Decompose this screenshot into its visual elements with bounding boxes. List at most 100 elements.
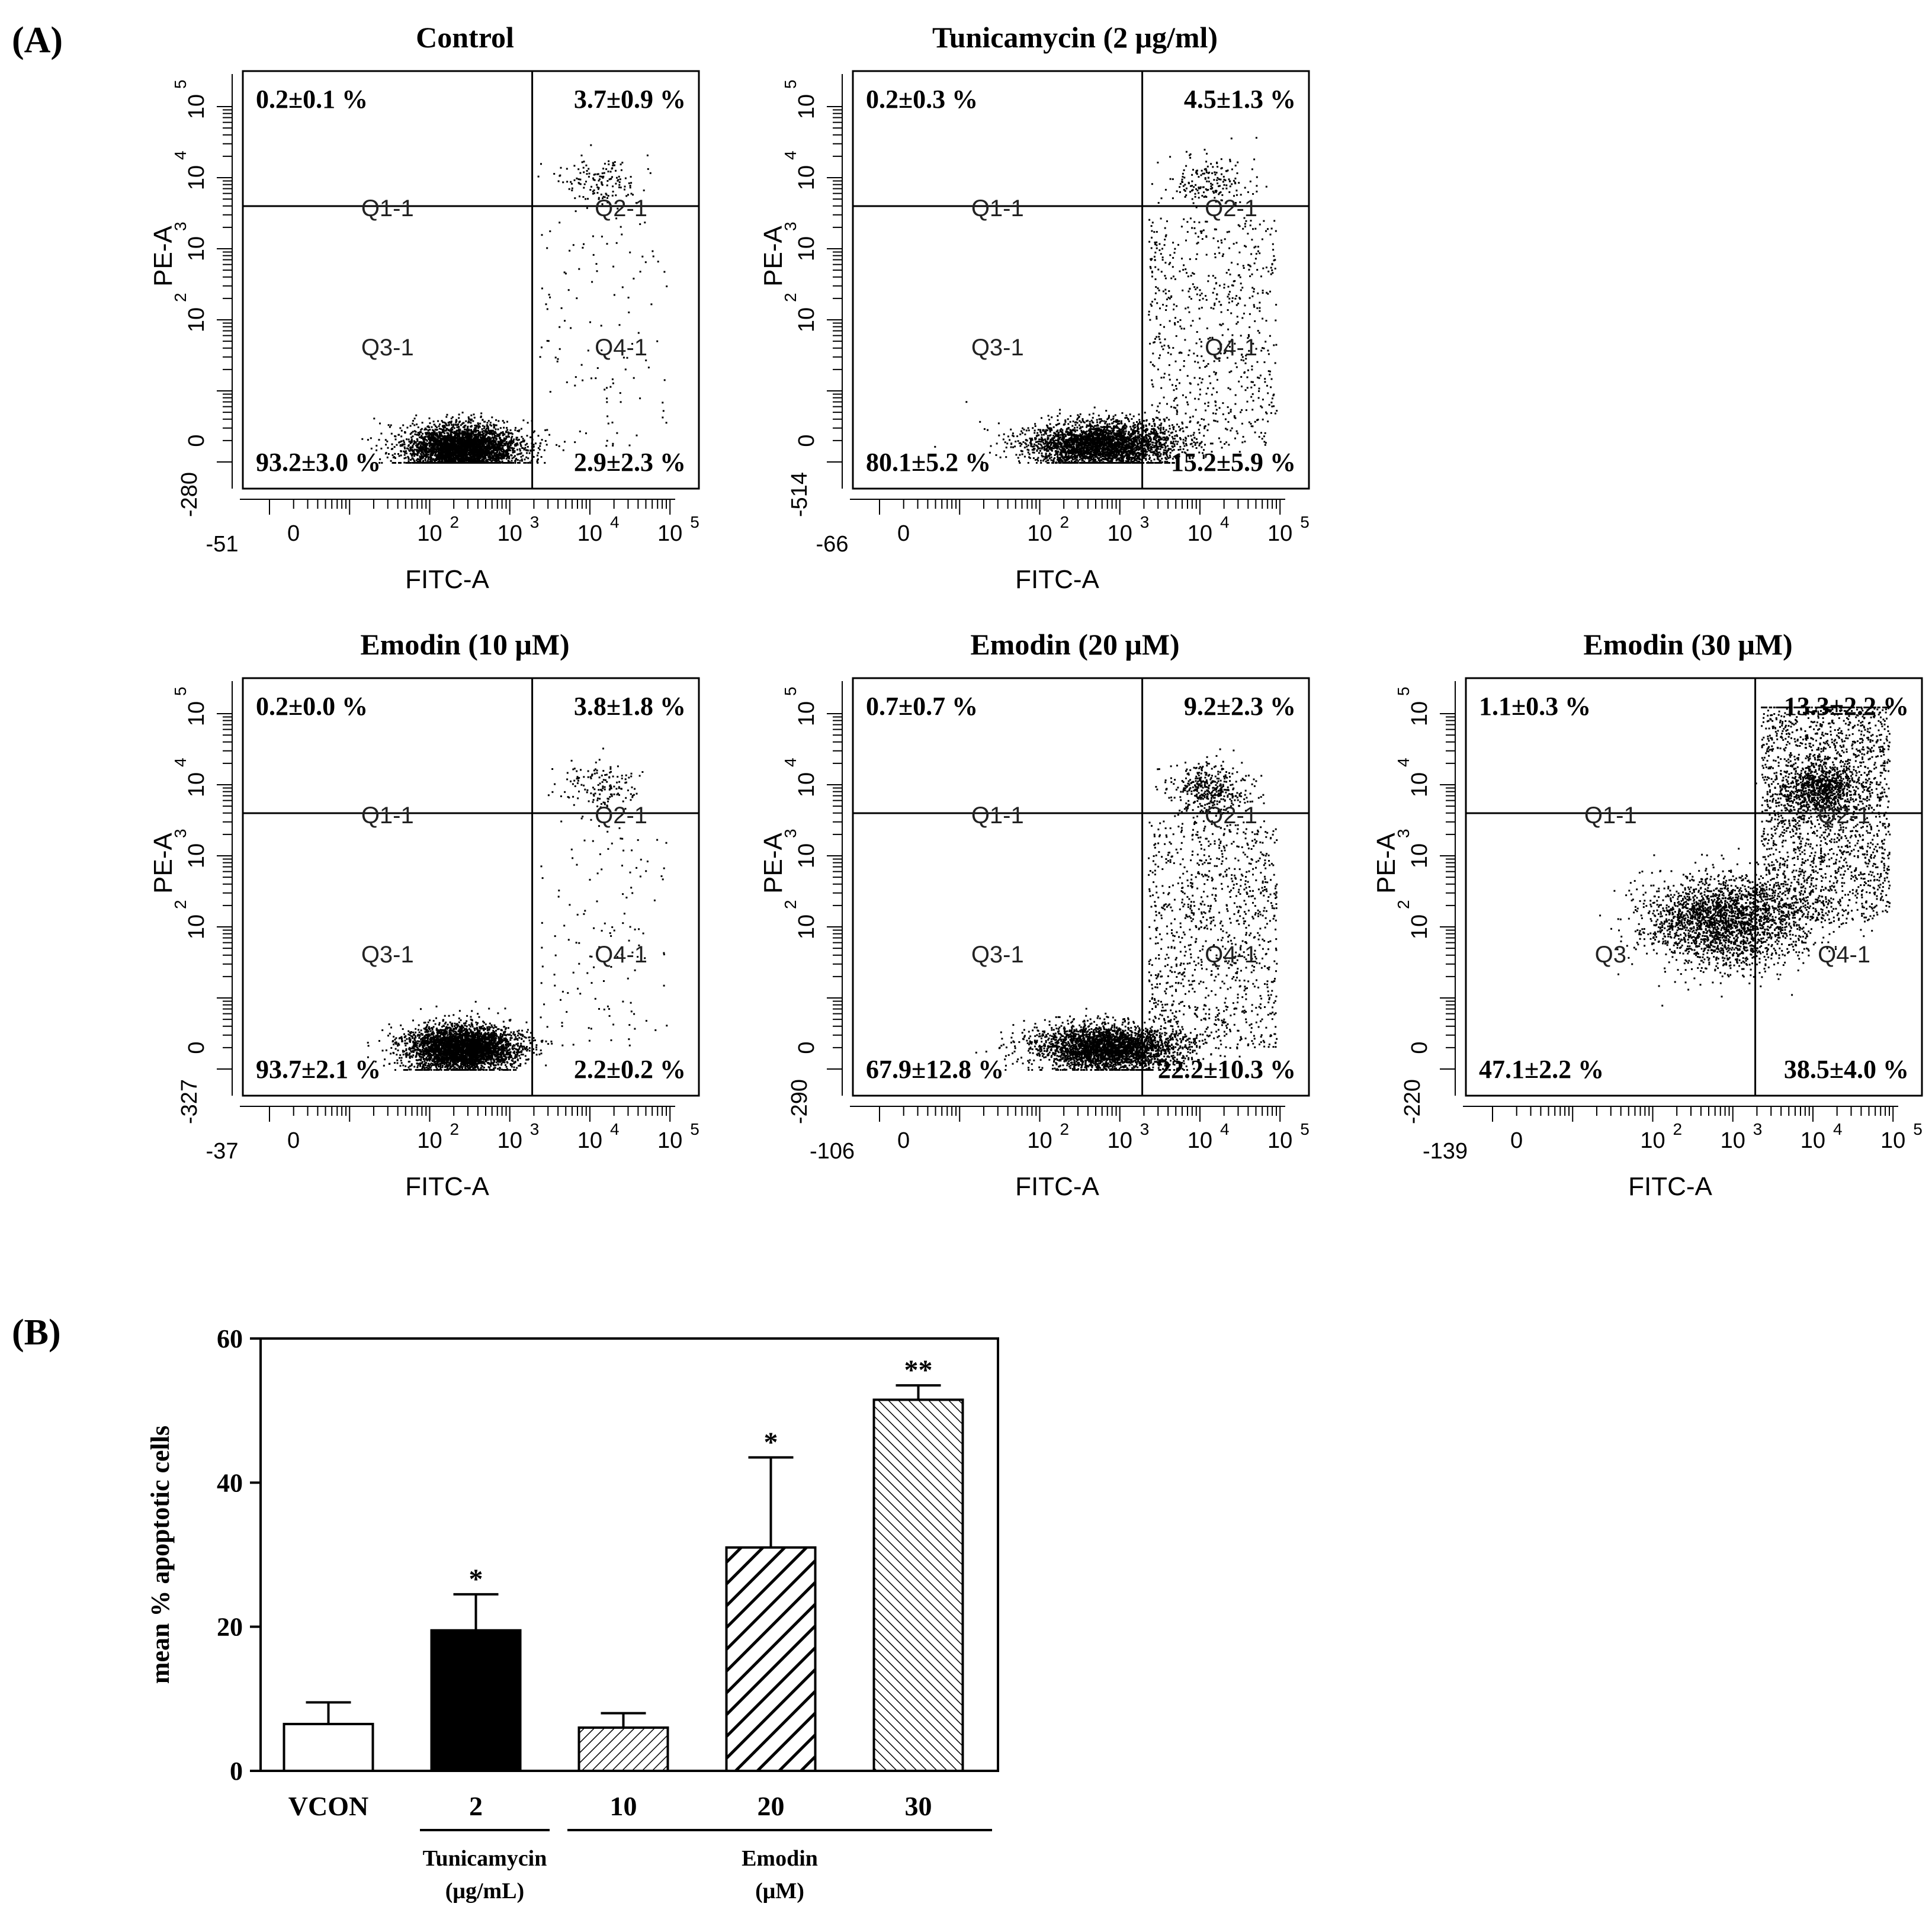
event-dot — [439, 436, 441, 439]
event-dot — [421, 455, 423, 458]
event-dot — [572, 244, 575, 246]
event-dot — [1049, 457, 1051, 460]
event-dot — [489, 458, 492, 460]
event-dot — [1206, 327, 1208, 329]
event-dot — [579, 178, 582, 181]
event-dot — [1169, 425, 1170, 427]
event-dot — [387, 447, 389, 449]
event-dot — [461, 423, 463, 425]
event-dot — [398, 455, 400, 457]
event-dot — [466, 438, 468, 441]
event-dot — [450, 451, 452, 454]
event-dot — [413, 430, 416, 432]
event-dot — [496, 434, 499, 436]
event-dot — [429, 438, 431, 441]
event-dot — [511, 435, 514, 438]
event-dot — [418, 442, 421, 445]
event-dot — [450, 446, 452, 448]
event-dot — [488, 444, 490, 446]
event-dot — [467, 436, 470, 438]
event-dot — [576, 177, 578, 179]
event-dot — [508, 436, 510, 438]
event-dot — [509, 442, 511, 444]
gate-label: Q3-1 — [361, 335, 414, 361]
event-dot — [442, 425, 444, 427]
event-dot — [1016, 435, 1019, 438]
event-dot — [419, 448, 422, 450]
event-dot — [457, 450, 460, 452]
event-dot — [456, 426, 458, 428]
event-dot — [608, 163, 610, 165]
event-dot — [367, 439, 369, 441]
event-dot — [464, 432, 466, 434]
event-dot — [480, 412, 483, 415]
event-dot — [487, 458, 490, 461]
event-dot — [544, 462, 546, 464]
event-dot — [387, 453, 390, 455]
event-dot — [1174, 435, 1176, 437]
event-dot — [521, 460, 523, 462]
event-dot — [501, 457, 503, 460]
event-dot — [483, 450, 485, 452]
event-dot — [362, 455, 365, 458]
event-dot — [1269, 335, 1271, 337]
event-dot — [629, 251, 631, 253]
event-dot — [505, 441, 508, 443]
event-dot — [582, 166, 585, 169]
event-dot — [423, 440, 425, 442]
event-dot — [1079, 458, 1081, 461]
event-dot — [455, 432, 458, 434]
event-dot — [471, 450, 474, 452]
event-dot — [606, 197, 608, 199]
event-dot — [433, 459, 435, 461]
event-dot — [474, 435, 477, 437]
event-dot — [465, 439, 467, 441]
event-dot — [405, 462, 407, 464]
event-dot — [475, 439, 477, 442]
event-dot — [425, 444, 427, 446]
event-dot — [484, 421, 486, 423]
panel-title: Tunicamycin (2 μg/ml) — [932, 21, 1218, 54]
event-dot — [443, 452, 445, 454]
event-dot — [573, 179, 576, 181]
event-dot — [493, 439, 495, 441]
event-dot — [473, 429, 476, 431]
event-dot — [422, 446, 424, 448]
event-dot — [454, 432, 457, 435]
event-dot — [511, 460, 513, 462]
event-dot — [432, 429, 435, 432]
event-dot — [1142, 424, 1145, 426]
y-tick-exponent: 4 — [171, 150, 190, 160]
event-dot — [523, 448, 525, 450]
event-dot — [493, 441, 495, 444]
event-dot — [384, 439, 387, 441]
event-dot — [466, 457, 468, 459]
event-dot — [419, 450, 421, 452]
event-dot — [452, 448, 455, 451]
event-dot — [508, 433, 510, 435]
event-dot — [465, 444, 467, 446]
event-dot — [416, 434, 418, 436]
event-dot — [564, 441, 566, 443]
event-dot — [407, 460, 410, 463]
event-dot — [1170, 406, 1173, 408]
event-dot — [596, 186, 599, 188]
event-dot — [559, 348, 561, 350]
event-dot — [463, 436, 466, 438]
event-dot — [439, 432, 442, 434]
event-dot — [416, 454, 419, 457]
event-dot — [1262, 317, 1264, 320]
event-dot — [1229, 185, 1231, 188]
event-dot — [428, 432, 431, 434]
event-dot — [533, 430, 535, 432]
event-dot — [485, 441, 487, 443]
event-dot — [378, 462, 381, 464]
event-dot — [477, 455, 479, 457]
event-dot — [457, 445, 459, 447]
event-dot — [549, 296, 551, 298]
event-dot — [476, 434, 478, 436]
event-dot — [479, 434, 481, 436]
event-dot — [423, 438, 426, 440]
event-dot — [509, 462, 511, 464]
event-dot — [522, 438, 524, 440]
